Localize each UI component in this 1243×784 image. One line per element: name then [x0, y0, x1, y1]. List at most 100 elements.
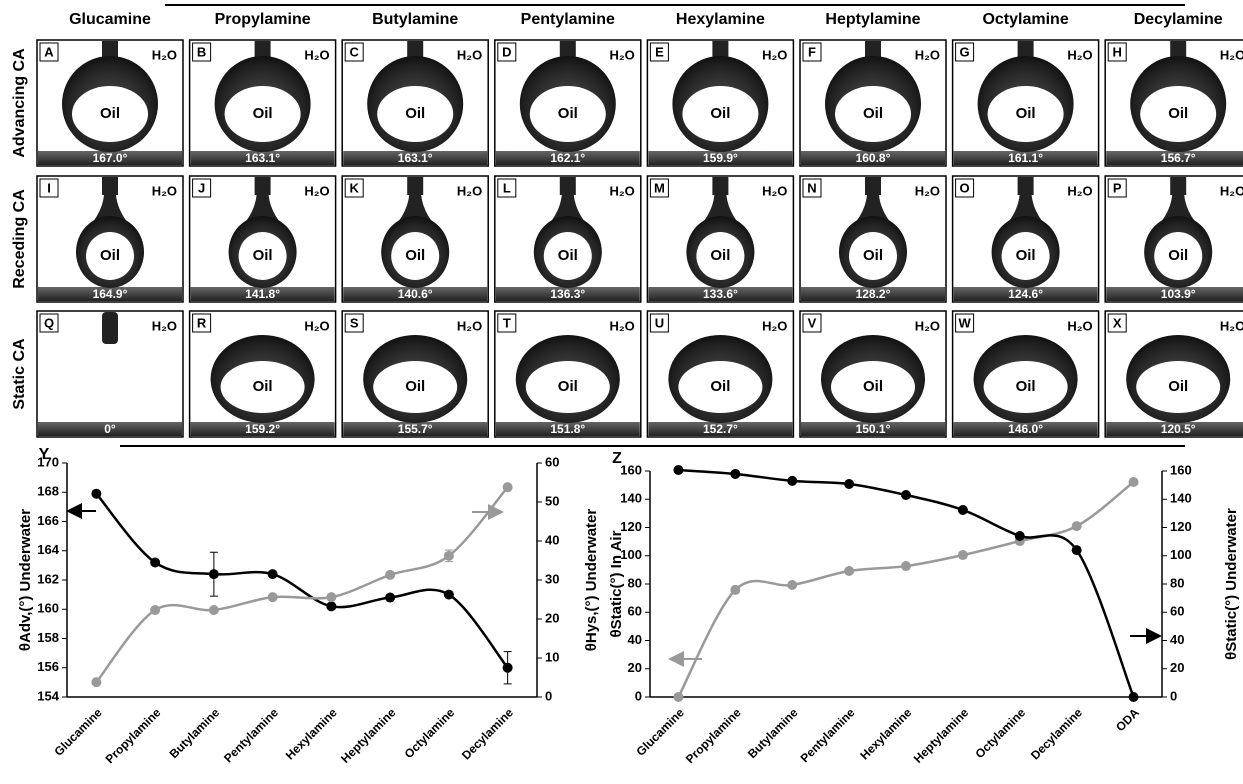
- photo-panel: Oil S H₂O 155.7°: [341, 310, 489, 438]
- angle-label: 152.7°: [703, 422, 738, 436]
- y-tick-label: 40: [628, 632, 642, 647]
- data-point: [208, 605, 219, 616]
- droplet-core: [373, 361, 458, 413]
- panel-letter: I: [47, 180, 51, 195]
- panel-letter: G: [960, 44, 970, 59]
- drop-label: Oil: [710, 247, 730, 264]
- column-header: Pentylamine: [521, 11, 615, 28]
- series-line: [95, 492, 509, 669]
- letter-box: [802, 178, 822, 198]
- needle: [865, 41, 881, 57]
- angle-label: 133.6°: [703, 287, 738, 301]
- drop-label: Oil: [253, 247, 273, 264]
- y2-tick-label: 0: [1170, 688, 1177, 703]
- data-point: [267, 592, 278, 603]
- angle-label: 155.7°: [398, 422, 433, 436]
- droplet-core: [696, 232, 745, 280]
- letter-box: [497, 313, 517, 333]
- angle-label: 120.5°: [1161, 422, 1196, 436]
- y-tick-label: 60: [628, 604, 642, 619]
- needle: [407, 177, 424, 195]
- x-tick-label: Glucamine: [51, 705, 105, 759]
- photo-panel: Oil X H₂O 120.5°: [1104, 310, 1243, 438]
- droplet-core: [86, 232, 134, 280]
- y-tick-label: 100: [620, 547, 642, 562]
- data-point: [957, 550, 968, 561]
- panel-letter: N: [807, 180, 816, 195]
- data-point: [502, 482, 513, 493]
- drop-label: Oil: [253, 105, 273, 122]
- photo-panel: Oil K H₂O 140.6°: [341, 175, 489, 303]
- ground: [190, 422, 335, 436]
- letter-box: [39, 313, 59, 333]
- y2-tick-label: 60: [1170, 604, 1184, 619]
- data-point: [1128, 477, 1139, 488]
- letter-box: [497, 178, 517, 198]
- photo-panel: Oil E H₂O 159.9°: [646, 39, 795, 167]
- x-tick-label: Hexylamine: [857, 705, 914, 762]
- ground: [801, 422, 945, 436]
- panel-letter: H: [1113, 44, 1122, 59]
- angle-label: 128.2°: [856, 287, 891, 301]
- letter-box: [39, 178, 59, 198]
- panel-letter: A: [44, 44, 54, 59]
- y2-tick-label: 40: [545, 532, 559, 547]
- needle: [102, 312, 118, 344]
- medium-label: H₂O: [915, 47, 940, 62]
- medium-label: H₂O: [610, 47, 635, 62]
- column-header: Heptylamine: [825, 11, 920, 28]
- panel-letter: D: [502, 44, 511, 59]
- drop-label: Oil: [1016, 247, 1036, 264]
- letter-box: [344, 42, 364, 62]
- needle: [559, 41, 576, 57]
- letter-box: [649, 178, 669, 198]
- panel-letter: V: [808, 315, 817, 330]
- row-label: Advancing CA: [11, 48, 28, 158]
- photo-panel: Oil C H₂O 163.1°: [341, 39, 489, 167]
- panel-letter: F: [808, 44, 816, 59]
- letter-box: [802, 313, 822, 333]
- needle: [102, 177, 118, 195]
- droplet-core: [1136, 361, 1221, 413]
- y2-tick-label: 20: [545, 610, 559, 625]
- photo-panel: Oil G H₂O 161.1°: [951, 39, 1100, 167]
- photo-panel: Oil N H₂O 128.2°: [799, 175, 947, 303]
- droplet-core: [377, 86, 454, 142]
- column-header: Propylamine: [215, 11, 311, 28]
- panel-letter: R: [197, 315, 207, 330]
- data-point: [730, 468, 741, 479]
- panel-letter: B: [197, 44, 206, 59]
- ground: [343, 151, 488, 165]
- needle: [865, 177, 881, 195]
- y2-tick-label: 50: [545, 493, 559, 508]
- ground: [801, 287, 945, 301]
- ground: [343, 422, 488, 436]
- medium-label: H₂O: [152, 183, 177, 198]
- photo-panel: Oil F H₂O 160.8°: [799, 39, 947, 167]
- ground: [38, 151, 182, 165]
- drop-label: Oil: [100, 105, 120, 122]
- letter-box: [955, 313, 975, 333]
- y2-axis-label: θStatic(°) Underwater: [1223, 508, 1240, 660]
- drop-label: Oil: [1168, 105, 1188, 122]
- data-point: [1128, 692, 1139, 702]
- letter-box: [802, 42, 822, 62]
- droplet-core: [831, 361, 915, 413]
- ground: [38, 287, 182, 301]
- angle-label: 162.1°: [550, 151, 585, 165]
- droplet-core: [1001, 232, 1050, 280]
- y2-tick-label: 160: [1170, 462, 1192, 477]
- ground: [38, 422, 182, 436]
- panel-letter: P: [1113, 180, 1122, 195]
- data-point: [1071, 521, 1082, 532]
- column-header: Decylamine: [1134, 11, 1223, 28]
- medium-label: H₂O: [1067, 47, 1092, 62]
- series-line: [95, 486, 509, 683]
- photo-panel: Oil U H₂O 152.7°: [646, 310, 795, 438]
- ground: [953, 151, 1098, 165]
- photo-panel: Oil W H₂O 146.0°: [951, 310, 1100, 438]
- medium-label: H₂O: [762, 318, 787, 333]
- x-tick-label: Butylamine: [167, 705, 223, 761]
- letter-box: [192, 178, 212, 198]
- angle-label: 161.1°: [1008, 151, 1043, 165]
